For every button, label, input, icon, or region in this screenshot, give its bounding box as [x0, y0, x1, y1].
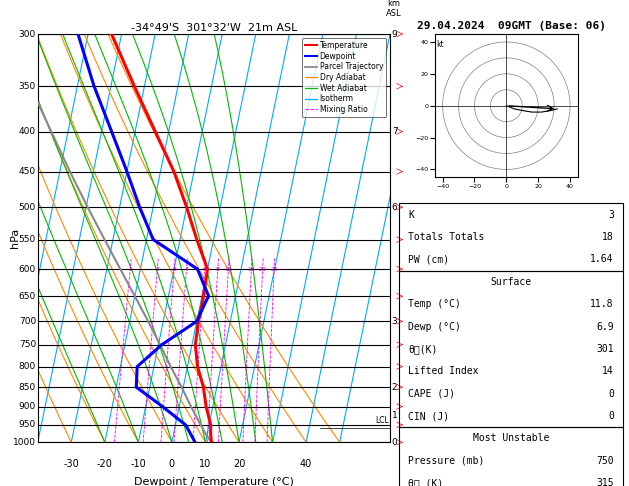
Text: 25: 25	[270, 266, 278, 272]
Text: 20: 20	[233, 459, 245, 469]
Text: Most Unstable: Most Unstable	[473, 434, 549, 444]
Text: 1.64: 1.64	[590, 254, 614, 264]
Text: 3: 3	[392, 317, 398, 326]
Text: CAPE (J): CAPE (J)	[408, 389, 455, 399]
Bar	[399, 203, 623, 271]
Text: 6: 6	[203, 266, 206, 272]
Text: 400: 400	[19, 127, 36, 136]
Text: 750: 750	[19, 340, 36, 349]
Title: -34°49'S  301°32'W  21m ASL: -34°49'S 301°32'W 21m ASL	[131, 23, 297, 33]
Text: Dewpoint / Temperature (°C): Dewpoint / Temperature (°C)	[134, 477, 294, 486]
Text: 550: 550	[19, 235, 36, 244]
Text: 300: 300	[19, 30, 36, 38]
Text: 1: 1	[128, 266, 132, 272]
Text: Pressure (mb): Pressure (mb)	[408, 456, 485, 466]
Text: 0: 0	[608, 411, 614, 421]
Text: K: K	[408, 209, 415, 220]
Text: 2: 2	[155, 266, 159, 272]
Text: 9: 9	[392, 30, 398, 38]
Text: 6.9: 6.9	[596, 322, 614, 331]
Text: 800: 800	[19, 362, 36, 371]
Text: 900: 900	[19, 402, 36, 411]
Text: 3: 3	[608, 209, 614, 220]
Text: 0: 0	[169, 459, 175, 469]
Bar	[399, 427, 623, 486]
Bar	[399, 271, 623, 427]
Text: km
ASL: km ASL	[386, 0, 401, 17]
Text: 20: 20	[259, 266, 267, 272]
Text: 750: 750	[596, 456, 614, 466]
Text: 2: 2	[392, 382, 398, 392]
Text: Temp (°C): Temp (°C)	[408, 299, 461, 309]
Text: 4: 4	[184, 266, 189, 272]
Text: 850: 850	[19, 382, 36, 392]
Text: 600: 600	[19, 264, 36, 274]
Text: 350: 350	[19, 82, 36, 91]
Text: 3: 3	[172, 266, 176, 272]
Text: Totals Totals: Totals Totals	[408, 232, 485, 242]
Legend: Temperature, Dewpoint, Parcel Trajectory, Dry Adiabat, Wet Adiabat, Isotherm, Mi: Temperature, Dewpoint, Parcel Trajectory…	[302, 38, 386, 117]
Text: 315: 315	[596, 478, 614, 486]
Text: -30: -30	[64, 459, 79, 469]
Text: 1000: 1000	[13, 438, 36, 447]
Text: 700: 700	[19, 317, 36, 326]
Text: 950: 950	[19, 420, 36, 429]
Text: 10: 10	[199, 459, 211, 469]
Text: 650: 650	[19, 292, 36, 301]
Text: 11.8: 11.8	[590, 299, 614, 309]
Text: θᴇ (K): θᴇ (K)	[408, 478, 443, 486]
Text: hPa: hPa	[10, 228, 20, 248]
Text: -20: -20	[97, 459, 113, 469]
Text: Lifted Index: Lifted Index	[408, 366, 479, 376]
Text: 301: 301	[596, 344, 614, 354]
Text: 8: 8	[216, 266, 220, 272]
Text: θᴇ(K): θᴇ(K)	[408, 344, 438, 354]
Text: -10: -10	[130, 459, 147, 469]
Text: 40: 40	[300, 459, 312, 469]
Text: 18: 18	[602, 232, 614, 242]
Text: 0: 0	[608, 389, 614, 399]
Text: LCL: LCL	[376, 416, 389, 425]
Text: 6: 6	[392, 203, 398, 212]
Text: kt: kt	[437, 40, 444, 50]
Text: 500: 500	[19, 203, 36, 212]
Text: 0: 0	[392, 438, 398, 447]
Text: CIN (J): CIN (J)	[408, 411, 450, 421]
Text: PW (cm): PW (cm)	[408, 254, 450, 264]
Text: Surface: Surface	[491, 277, 532, 287]
Text: 7: 7	[392, 127, 398, 136]
Text: 10: 10	[225, 266, 232, 272]
Text: 1: 1	[392, 411, 398, 420]
Text: Dewp (°C): Dewp (°C)	[408, 322, 461, 331]
Text: 16: 16	[248, 266, 255, 272]
Text: 14: 14	[602, 366, 614, 376]
Text: 450: 450	[19, 167, 36, 176]
Text: 29.04.2024  09GMT (Base: 06): 29.04.2024 09GMT (Base: 06)	[416, 21, 606, 32]
